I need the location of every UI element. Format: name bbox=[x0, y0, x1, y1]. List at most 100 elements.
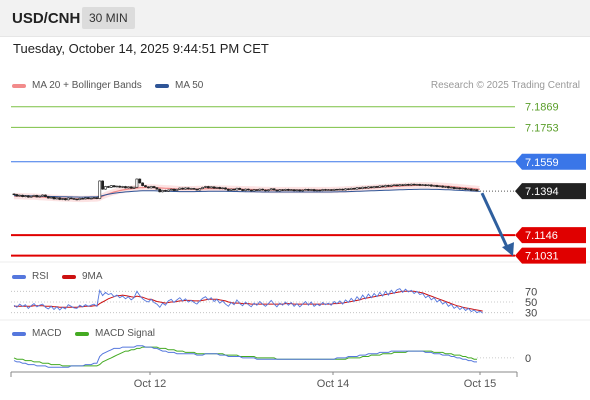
x-tick-label: Oct 14 bbox=[317, 378, 349, 390]
candle-body bbox=[472, 189, 476, 191]
candle-body bbox=[58, 197, 62, 200]
candle-body bbox=[381, 185, 385, 188]
candle-body bbox=[152, 186, 156, 189]
candle-body bbox=[146, 186, 150, 189]
candle-body bbox=[395, 184, 399, 187]
rsi-swatch bbox=[12, 274, 26, 279]
candle-body bbox=[249, 189, 253, 192]
candle-body bbox=[318, 189, 322, 192]
level-label-support: 7.1031 bbox=[525, 251, 559, 263]
level-label-pivot: 7.1559 bbox=[525, 157, 559, 169]
candle-body bbox=[309, 189, 313, 191]
candle-body bbox=[198, 188, 202, 191]
macd-signal-swatch bbox=[75, 331, 89, 336]
candle-body bbox=[409, 183, 413, 186]
candle-body bbox=[141, 182, 145, 186]
legend-macd: MACD bbox=[12, 328, 61, 339]
timeframe-button[interactable]: 30 MIN bbox=[82, 7, 135, 29]
candle-body bbox=[32, 195, 36, 197]
candle-body bbox=[64, 198, 67, 201]
candle-body bbox=[61, 198, 64, 200]
macd-signal-line bbox=[13, 346, 477, 367]
rsi-level-label: 30 bbox=[525, 308, 537, 320]
candle-body bbox=[346, 188, 350, 190]
candle-body bbox=[166, 189, 170, 192]
legend-ma50: MA 50 bbox=[155, 80, 203, 91]
rsi-label: RSI bbox=[32, 271, 49, 282]
rsi-ma-label: 9MA bbox=[82, 271, 103, 282]
candle-body bbox=[226, 188, 230, 191]
candle-body bbox=[72, 198, 76, 200]
candle-body bbox=[429, 184, 433, 187]
candle-body bbox=[35, 195, 39, 198]
candle-body bbox=[255, 189, 259, 191]
candle-body bbox=[412, 183, 416, 186]
candle-body bbox=[407, 184, 410, 186]
candle-body bbox=[421, 184, 425, 186]
candle-body bbox=[135, 178, 139, 188]
candle-body bbox=[404, 184, 407, 186]
candle-body bbox=[55, 197, 59, 200]
candle-body bbox=[469, 188, 473, 191]
ma20-swatch bbox=[12, 83, 26, 88]
candle-body bbox=[218, 187, 222, 189]
rsi-ma-swatch bbox=[62, 274, 76, 279]
candle-body bbox=[324, 189, 327, 191]
candle-body bbox=[295, 189, 299, 192]
last-price-tag bbox=[515, 183, 586, 200]
ma50-line bbox=[14, 188, 480, 198]
candle-body bbox=[149, 186, 153, 189]
candle-body bbox=[461, 187, 465, 190]
candle-body bbox=[266, 189, 270, 192]
candle-body bbox=[418, 184, 422, 186]
candle-body bbox=[378, 185, 382, 188]
candle-body bbox=[169, 188, 173, 191]
macd-line bbox=[13, 345, 477, 368]
candle-body bbox=[115, 185, 119, 188]
symbol-title: USD/CNH bbox=[12, 10, 81, 27]
candle-body bbox=[455, 187, 459, 190]
candle-body bbox=[184, 187, 187, 190]
candle-body bbox=[241, 189, 245, 191]
candle-body bbox=[206, 186, 210, 189]
candle-body bbox=[441, 185, 445, 188]
legend-macd-signal: MACD Signal bbox=[75, 328, 155, 339]
candle-body bbox=[138, 178, 142, 184]
candle-body bbox=[238, 187, 242, 190]
candle-body bbox=[349, 187, 353, 190]
candle-body bbox=[24, 195, 27, 197]
candle-body bbox=[126, 186, 130, 189]
candle-body bbox=[132, 186, 136, 189]
candle-body bbox=[341, 188, 345, 191]
candle-body bbox=[78, 198, 82, 200]
candle-body bbox=[66, 197, 70, 201]
candle-body bbox=[258, 188, 262, 191]
candle-body bbox=[12, 193, 16, 196]
candle-body bbox=[118, 185, 122, 188]
candle-body bbox=[452, 186, 456, 189]
candle-body bbox=[89, 197, 93, 200]
level-tag-support bbox=[515, 227, 586, 244]
candle-body bbox=[172, 188, 176, 191]
level-label-support: 7.1146 bbox=[525, 230, 558, 242]
candle-body bbox=[75, 198, 79, 201]
level-label-resistance: 7.1753 bbox=[525, 122, 559, 134]
candle-body bbox=[315, 189, 319, 192]
candle-body bbox=[424, 184, 427, 186]
candle-body bbox=[164, 190, 167, 192]
candle-body bbox=[69, 197, 73, 200]
candle-body bbox=[335, 189, 339, 191]
candle-body bbox=[332, 189, 336, 191]
candle-body bbox=[144, 185, 147, 188]
candle-body bbox=[398, 184, 402, 187]
candle-body bbox=[212, 186, 216, 189]
candle-body bbox=[49, 196, 53, 199]
candle-body bbox=[112, 185, 116, 188]
candle-body bbox=[221, 187, 225, 190]
candle-body bbox=[261, 188, 265, 191]
candle-body bbox=[464, 187, 467, 190]
candle-body bbox=[278, 189, 282, 192]
candle-body bbox=[369, 186, 373, 189]
rsi-level-label: 70 bbox=[525, 286, 537, 298]
